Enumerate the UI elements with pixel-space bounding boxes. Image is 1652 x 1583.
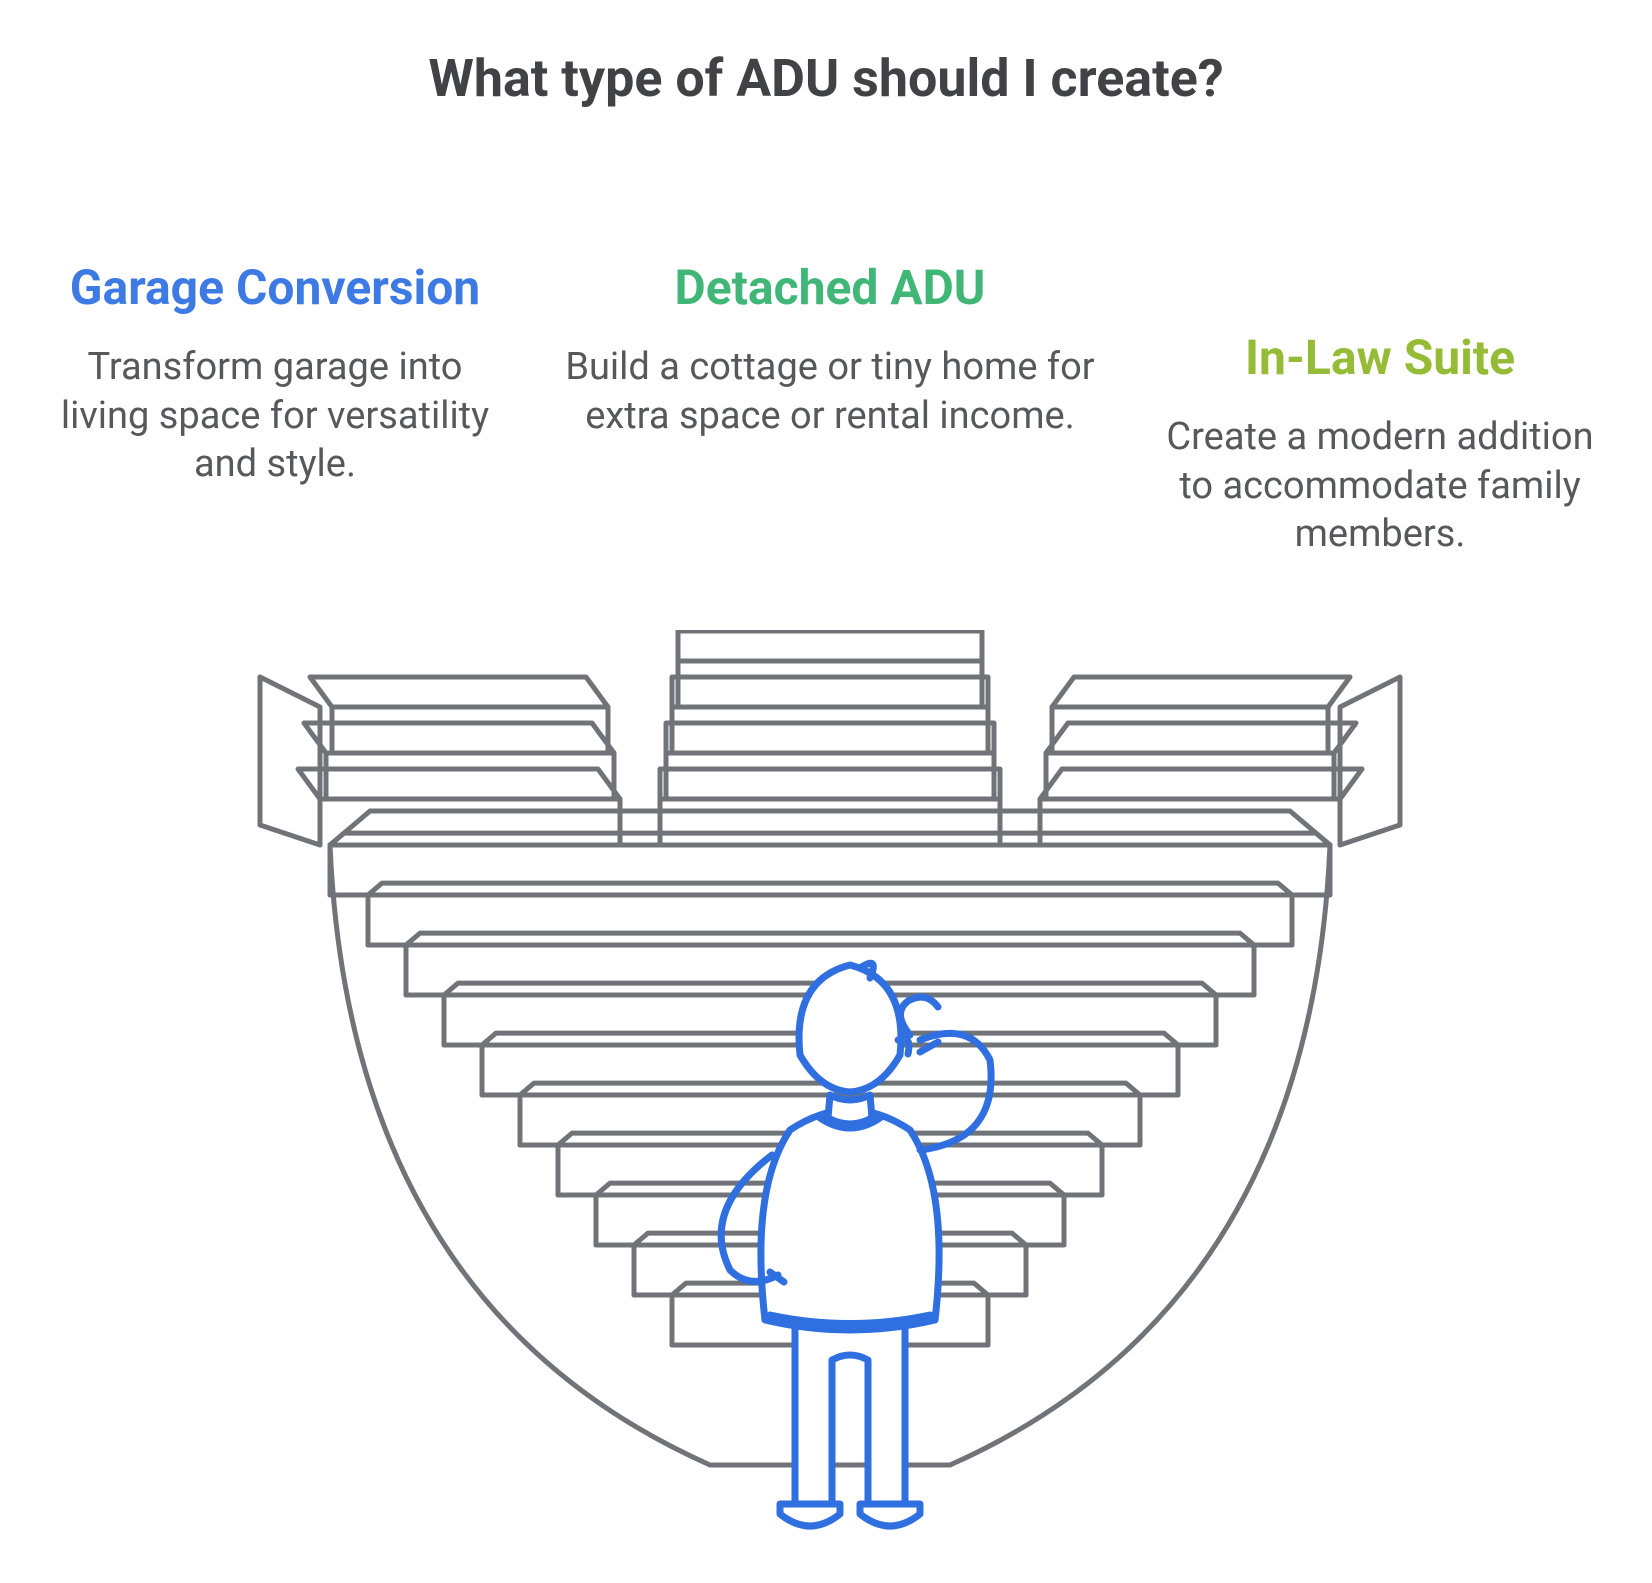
option-detached: Detached ADU Build a cottage or tiny hom…	[560, 260, 1100, 440]
stairs-person-illustration	[230, 630, 1430, 1560]
option-inlaw-heading: In-Law Suite	[1150, 330, 1610, 385]
page-title: What type of ADU should I create?	[0, 48, 1652, 109]
option-garage-body: Transform garage into living space for v…	[40, 343, 510, 489]
option-detached-body: Build a cottage or tiny home for extra s…	[560, 343, 1100, 440]
option-inlaw-body: Create a modern addition to accommodate …	[1150, 413, 1610, 559]
infographic-stage: What type of ADU should I create? Garage…	[0, 0, 1652, 1583]
option-detached-heading: Detached ADU	[560, 260, 1100, 315]
option-garage-heading: Garage Conversion	[40, 260, 510, 315]
option-garage: Garage Conversion Transform garage into …	[40, 260, 510, 489]
option-inlaw: In-Law Suite Create a modern addition to…	[1150, 330, 1610, 559]
